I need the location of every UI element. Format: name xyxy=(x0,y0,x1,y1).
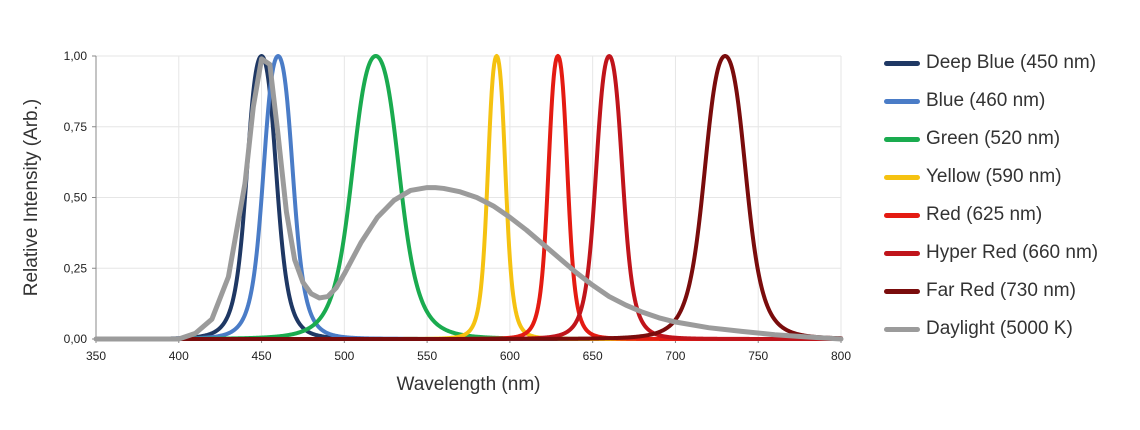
y-tick-label: 0,25 xyxy=(64,261,88,275)
legend-swatch xyxy=(884,326,920,332)
legend-item: Yellow (590 nm) xyxy=(884,158,1098,196)
y-tick-label: 0,00 xyxy=(64,332,88,346)
chart-legend: Deep Blue (450 nm) Blue (460 nm) Green (52… xyxy=(884,44,1098,348)
legend-item: Hyper Red (660 nm) xyxy=(884,234,1098,272)
legend-swatch xyxy=(884,212,920,218)
x-tick-label: 750 xyxy=(748,349,768,363)
legend-item: Deep Blue (450 nm) xyxy=(884,44,1098,82)
y-tick-label: 0,75 xyxy=(64,120,88,134)
x-tick-label: 500 xyxy=(334,349,354,363)
legend-swatch xyxy=(884,98,920,104)
legend-swatch xyxy=(884,60,920,66)
y-tick-label: 0,50 xyxy=(64,191,88,205)
legend-label: Green (520 nm) xyxy=(926,128,1061,149)
legend-swatch xyxy=(884,250,920,256)
legend-label: Red (625 nm) xyxy=(926,204,1043,225)
x-tick-label: 350 xyxy=(86,349,106,363)
x-tick-label: 700 xyxy=(665,349,685,363)
legend-item: Blue (460 nm) xyxy=(884,82,1098,120)
x-tick-label: 800 xyxy=(831,349,851,363)
legend-label: Daylight (5000 K) xyxy=(926,318,1073,339)
x-tick-label: 650 xyxy=(583,349,603,363)
series-line-7 xyxy=(94,54,843,341)
y-axis-title: Relative Intensity (Arb.) xyxy=(21,99,42,296)
legend-item: Green (520 nm) xyxy=(884,120,1098,158)
legend-label: Deep Blue (450 nm) xyxy=(926,52,1097,73)
legend-label: Far Red (730 nm) xyxy=(926,280,1076,301)
legend-label: Hyper Red (660 nm) xyxy=(926,242,1099,263)
x-tick-label: 400 xyxy=(169,349,189,363)
legend-item: Daylight (5000 K) xyxy=(884,310,1098,348)
legend-label: Yellow (590 nm) xyxy=(926,166,1062,187)
legend-item: Red (625 nm) xyxy=(884,196,1098,234)
legend-swatch xyxy=(884,288,920,294)
x-tick-label: 600 xyxy=(500,349,520,363)
legend-item: Far Red (730 nm) xyxy=(884,272,1098,310)
x-axis-title: Wavelength (nm) xyxy=(397,374,541,395)
series-line-8 xyxy=(93,56,844,342)
legend-label: Blue (460 nm) xyxy=(926,90,1046,111)
x-tick-label: 550 xyxy=(417,349,437,363)
x-tick-label: 450 xyxy=(252,349,272,363)
y-tick-label: 1,00 xyxy=(64,49,88,63)
legend-swatch xyxy=(884,174,920,180)
legend-swatch xyxy=(884,136,920,142)
spectrum-chart: 350 400 450 500 550 600 650 700 750 800 0,00 0,25 0,… xyxy=(21,49,851,395)
